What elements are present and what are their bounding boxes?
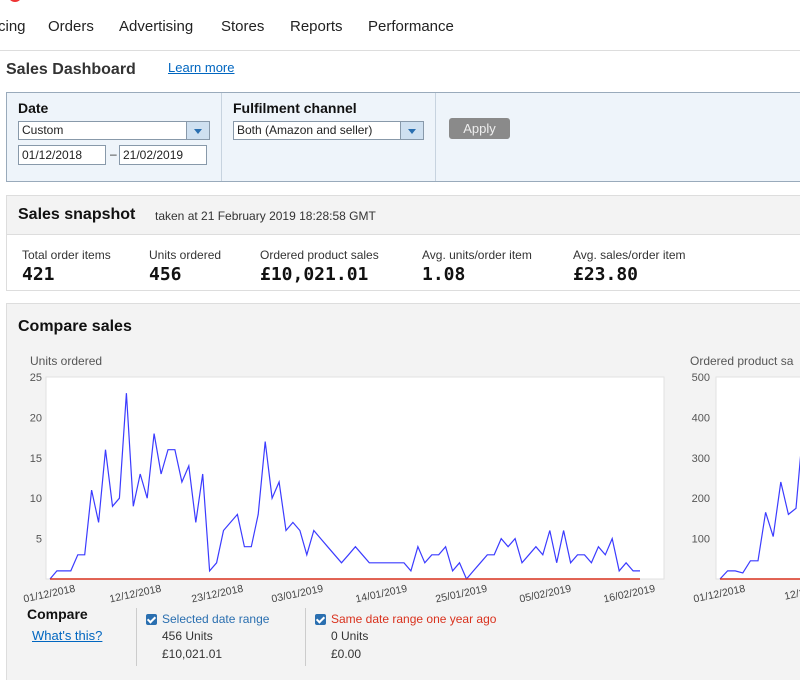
apply-button[interactable]: Apply (449, 118, 510, 139)
filter-divider (221, 93, 222, 181)
nav-item-orders[interactable]: Orders (48, 18, 94, 35)
logo-mark (8, 0, 22, 2)
plot-area (715, 376, 800, 580)
page-title: Sales Dashboard (6, 61, 136, 78)
y-tick-label: 200 (692, 493, 710, 505)
date-range-select[interactable]: Custom (18, 121, 210, 140)
chart-title: Units ordered (30, 354, 102, 368)
x-tick-label: 14/01/2019 (354, 583, 408, 606)
x-tick-label: 01/12/2018 (692, 583, 746, 606)
x-tick-label: 05/02/2019 (518, 583, 572, 606)
compare-legend-title: Compare (27, 606, 88, 622)
x-tick-label: 12/12/2018 (108, 583, 162, 606)
metric-value-total-order-items: 421 (22, 264, 55, 285)
date-from-input[interactable]: 01/12/2018 (18, 145, 106, 165)
y-tick-label: 400 (692, 412, 710, 424)
series-line-selected-range (49, 393, 640, 581)
date-label: Date (18, 100, 49, 116)
date-range-dash: – (110, 147, 117, 161)
metric-value-units-ordered: 456 (149, 264, 182, 285)
x-tick-label: 16/02/2019 (602, 583, 656, 606)
metric-label-units-ordered: Units ordered (149, 248, 222, 262)
snapshot-title: Sales snapshot (18, 206, 136, 223)
y-tick-label: 100 (692, 534, 710, 546)
y-tick-label: 20 (30, 412, 42, 424)
selected-range-label: Selected date range (162, 612, 270, 626)
x-tick-label: 03/01/2019 (270, 583, 324, 606)
chart-1: Units ordered 5 10 15 20 25 01/12/2018 12/12/20… (22, 354, 665, 606)
x-tick-label: 23/12/2018 (190, 583, 244, 606)
fulfilment-channel-label: Fulfilment channel (233, 100, 357, 116)
last-year-range-sales: £0.00 (331, 647, 362, 661)
metric-value-ordered-product-sales: £10,021.01 (260, 264, 369, 285)
x-tick-label: 25/01/2019 (434, 583, 488, 606)
last-year-range-units: 0 Units (331, 629, 369, 643)
fulfilment-channel-select[interactable]: Both (Amazon and seller) (233, 121, 424, 140)
filter-divider (435, 93, 436, 181)
chevron-down-icon (400, 122, 423, 139)
snapshot-header: Sales snapshot taken at 21 February 2019… (7, 196, 800, 235)
y-tick-label: 25 (30, 372, 42, 384)
compare-sales-title: Compare sales (18, 318, 132, 335)
fulfilment-channel-select-value: Both (Amazon and seller) (237, 123, 373, 137)
metric-value-avg-sales: £23.80 (573, 264, 639, 285)
metric-value-avg-units: 1.08 (422, 264, 466, 285)
sales-snapshot-panel: Sales snapshot taken at 21 February 2019… (6, 195, 800, 291)
chevron-down-icon (186, 122, 209, 139)
last-year-range-checkbox[interactable] (315, 614, 326, 625)
nav-item-performance[interactable]: Performance (368, 18, 454, 35)
snapshot-timestamp: taken at 21 February 2019 18:28:58 GMT (155, 209, 376, 223)
nav-item-stores[interactable]: Stores (221, 18, 265, 35)
legend-divider (305, 608, 306, 666)
y-tick-label: 15 (30, 453, 42, 465)
nav-item-reports[interactable]: Reports (290, 18, 343, 35)
x-tick-label: 01/12/2018 (22, 583, 76, 606)
metric-label-ordered-product-sales: Ordered product sales (260, 248, 379, 262)
last-year-range-label: Same date range one year ago (331, 612, 497, 626)
x-tick-label: 12/12 (783, 585, 800, 602)
metric-label-avg-sales: Avg. sales/order item (573, 248, 686, 262)
legend-divider (136, 608, 137, 666)
whats-this-link[interactable]: What's this? (32, 628, 103, 643)
learn-more-link[interactable]: Learn more (168, 60, 235, 75)
metric-label-total-order-items: Total order items (22, 248, 111, 262)
date-range-select-value: Custom (22, 123, 64, 137)
top-nav: cing Orders Advertising Stores Reports P… (0, 0, 800, 51)
y-tick-label: 10 (30, 493, 42, 505)
y-tick-label: 300 (692, 453, 710, 465)
selected-range-sales: £10,021.01 (162, 647, 223, 661)
y-tick-label: 5 (36, 534, 42, 546)
selected-range-units: 456 Units (162, 629, 213, 643)
date-to-input[interactable]: 21/02/2019 (119, 145, 207, 165)
series-line-selected-range (719, 455, 800, 580)
metric-label-avg-units: Avg. units/order item (422, 248, 532, 262)
nav-item-pricing[interactable]: cing (0, 18, 26, 35)
y-tick-label: 500 (692, 372, 710, 384)
chart-2: Ordered product sa 100 200 300 400 500 01/12/2… (690, 354, 800, 605)
selected-range-checkbox[interactable] (146, 614, 157, 625)
plot-area (45, 376, 665, 580)
chart-title: Ordered product sa (690, 354, 794, 368)
filter-panel: Date Custom 01/12/2018 – 21/02/2019 Fulf… (6, 92, 800, 182)
nav-item-advertising[interactable]: Advertising (119, 18, 194, 35)
